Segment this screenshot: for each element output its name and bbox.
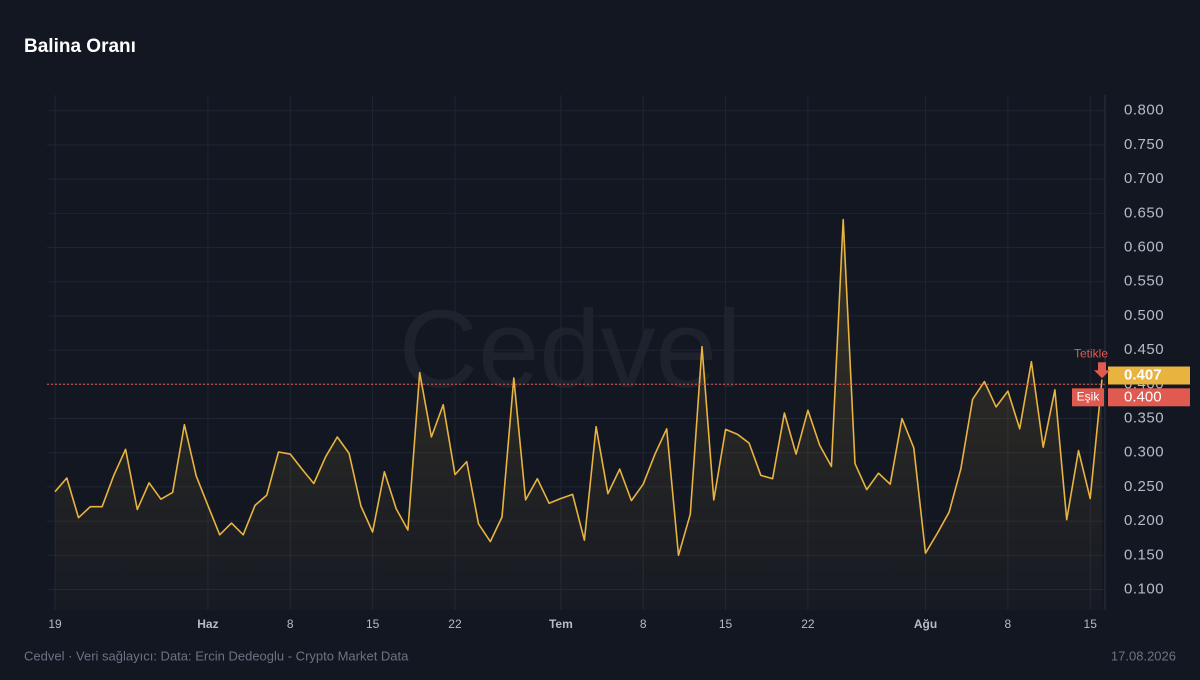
chart-title: Balina Oranı	[24, 36, 136, 57]
x-tick-label: 15	[366, 617, 380, 631]
threshold-name: Eşik	[1077, 389, 1101, 403]
y-tick-label: 0.200	[1124, 512, 1164, 529]
threshold-label: 0.400	[1124, 388, 1162, 405]
threshold-tag	[1072, 388, 1104, 407]
y-tick-label: 0.300	[1124, 444, 1164, 461]
x-tick-label: 15	[1084, 617, 1098, 631]
y-tick-label: 0.650	[1124, 204, 1164, 221]
y-tick-label: 0.700	[1124, 170, 1164, 187]
y-tick-label: 0.450	[1124, 341, 1164, 358]
y-tick-label: 0.350	[1124, 409, 1164, 426]
y-tick-label: 0.800	[1124, 102, 1164, 119]
date: 17.08.2026	[1111, 648, 1176, 663]
y-tick-label: 0.150	[1124, 546, 1164, 563]
x-tick-label: 15	[719, 617, 733, 631]
y-tick-label: 0.750	[1124, 136, 1164, 153]
y-tick-label: 0.550	[1124, 273, 1164, 290]
last-value-label: 0.407	[1124, 366, 1162, 383]
x-tick-label: 8	[287, 617, 294, 631]
footer: Cedvel · Veri sağlayıcı: Data: Ercin Ded…	[24, 648, 409, 663]
x-tick-label: 8	[1005, 617, 1012, 631]
x-tick-label: Ağu	[914, 617, 937, 631]
last-value-badge	[1108, 366, 1190, 385]
x-tick-label: 8	[640, 617, 647, 631]
trigger-label: Tetikle	[1074, 346, 1108, 360]
x-tick-label: 22	[801, 617, 815, 631]
y-tick-label: 0.250	[1124, 478, 1164, 495]
x-tick-label: Haz	[197, 617, 218, 631]
trigger-arrow	[1094, 362, 1110, 379]
watermark: Cedvel	[399, 288, 741, 411]
line	[54, 218, 1103, 557]
y-tick-label: 0.500	[1124, 307, 1164, 324]
x-tick-label: 19	[48, 617, 62, 631]
y-tick-label: 0.600	[1124, 238, 1164, 255]
x-tick-label: Tem	[549, 617, 573, 631]
x-tick-label: 22	[448, 617, 462, 631]
threshold-badge	[1108, 388, 1190, 407]
y-tick-label: 0.100	[1124, 580, 1164, 597]
area	[55, 219, 1102, 610]
